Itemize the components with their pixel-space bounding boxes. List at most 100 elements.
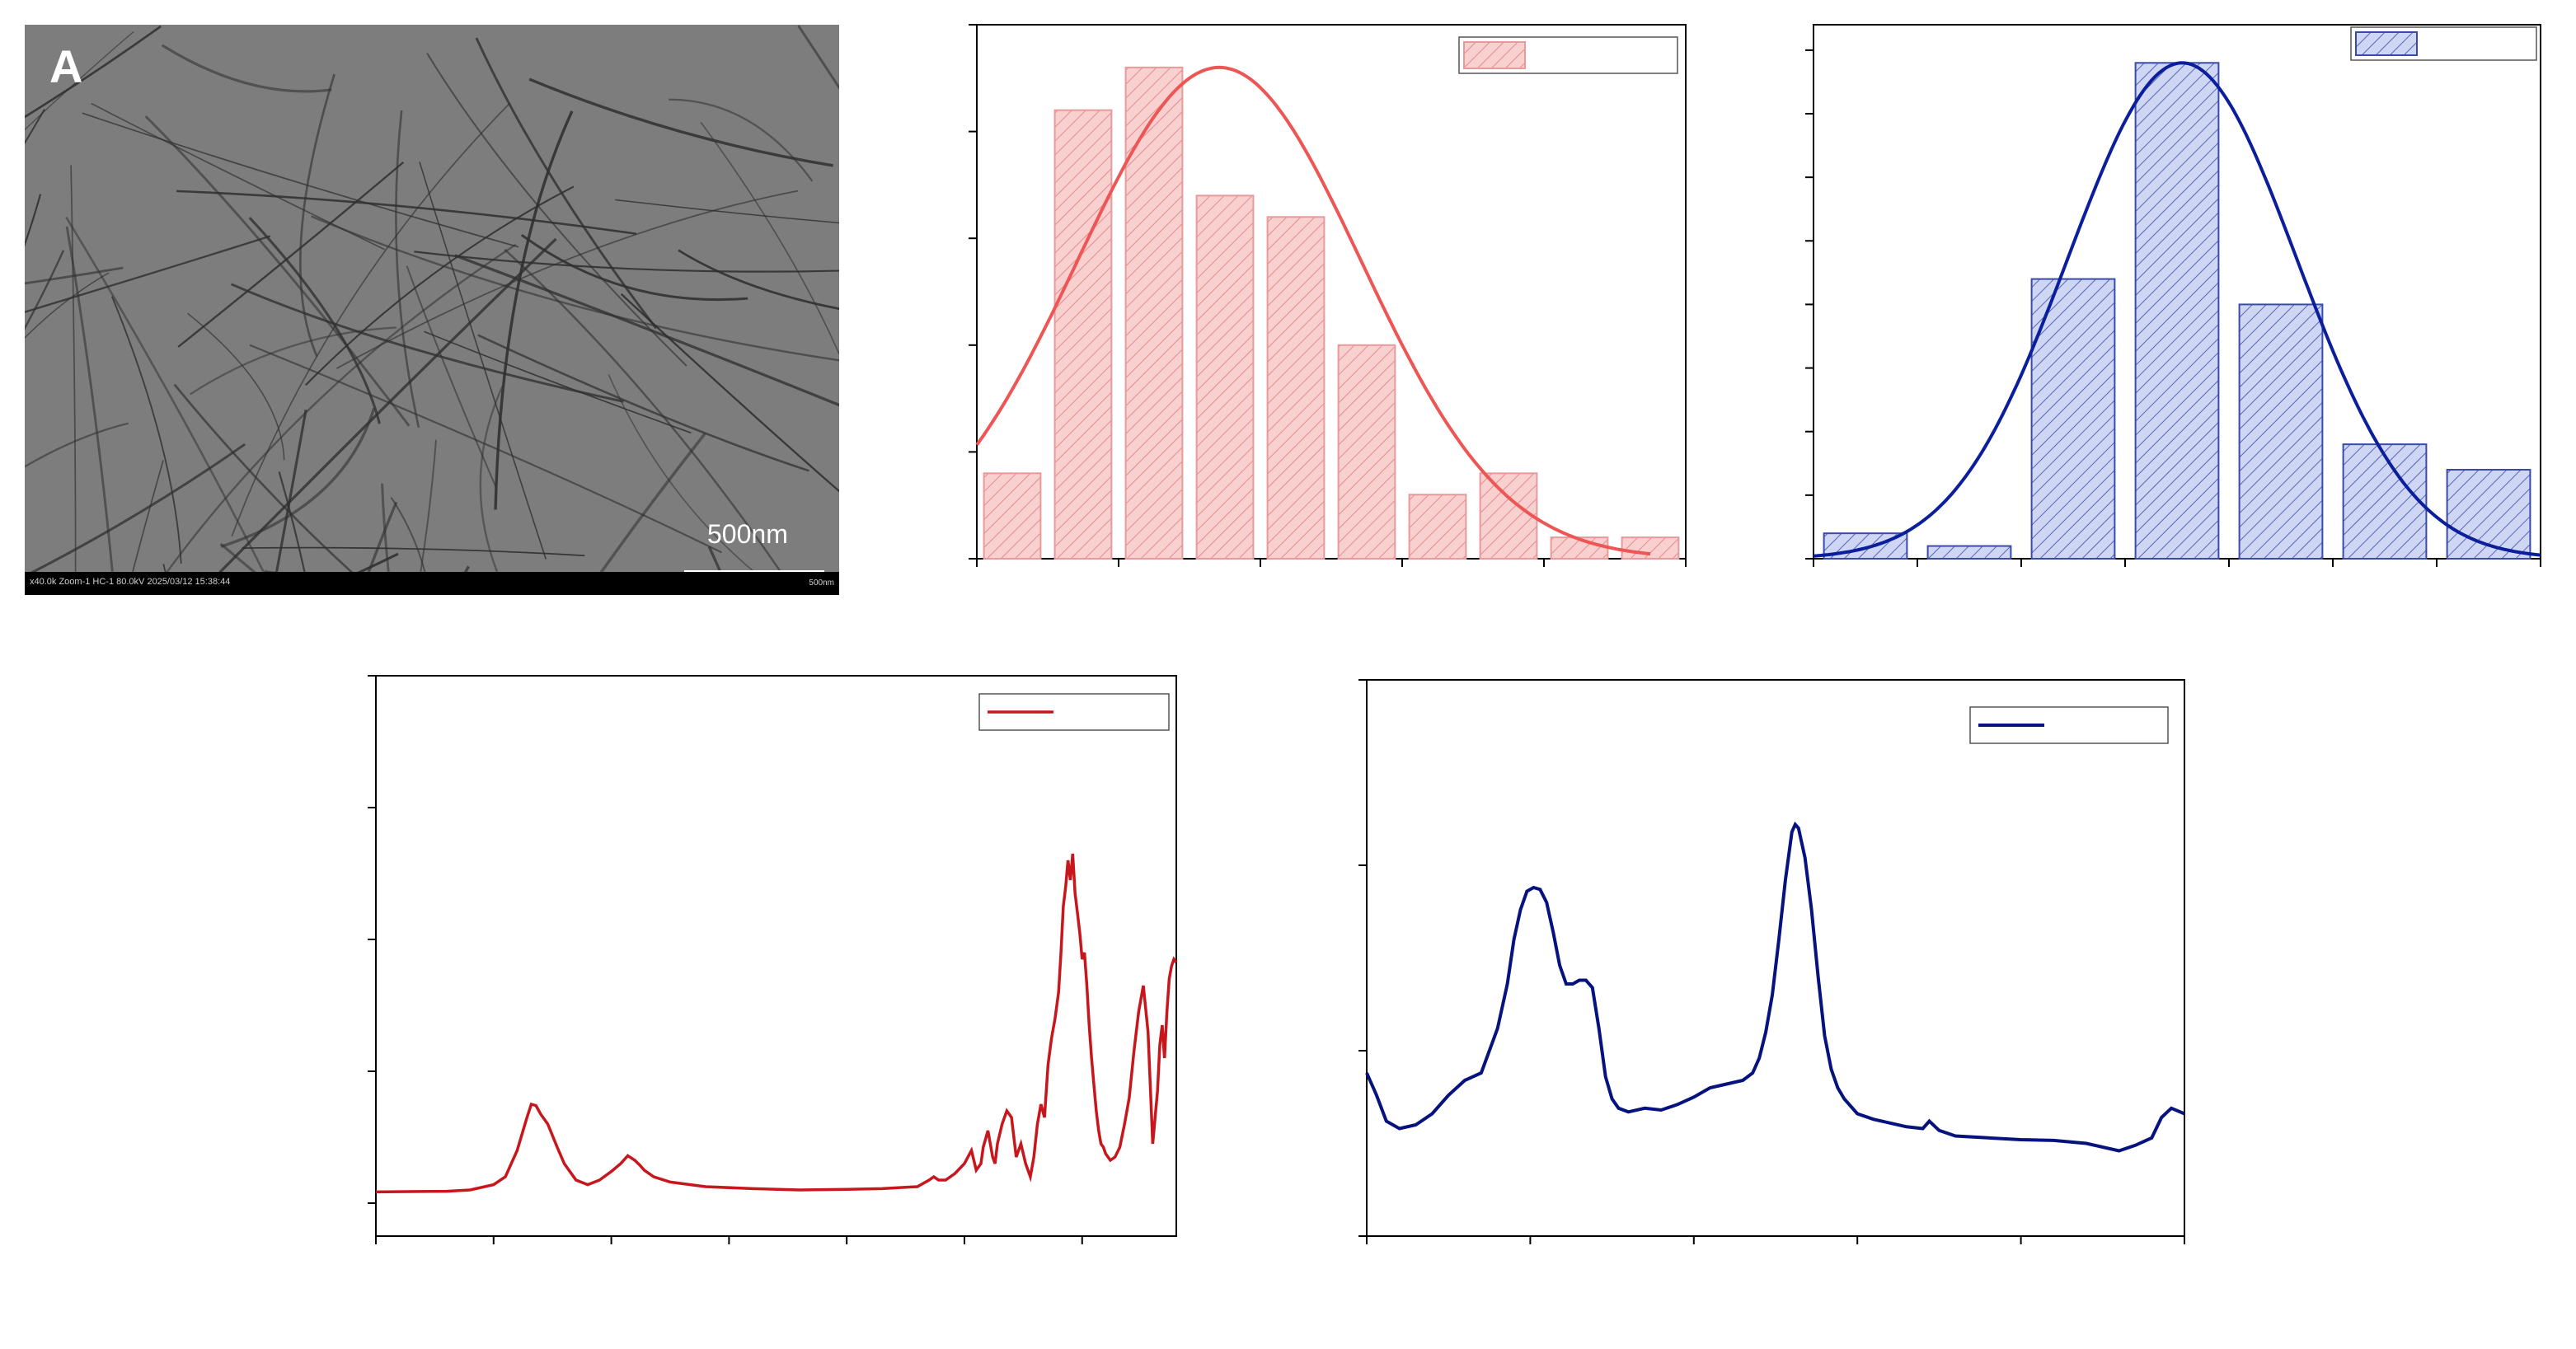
chart-d-ftir-spectrum <box>368 675 1178 1244</box>
histogram-bar <box>1053 109 1113 560</box>
gaussian-fit-curve <box>975 65 1651 556</box>
microscope-info-text: x40.0k Zoom-1 HC-1 80.0kV 2025/03/12 15:… <box>30 577 231 587</box>
nanofiber <box>274 410 307 572</box>
histogram-bar <box>1621 536 1680 560</box>
fiber-network <box>25 25 839 572</box>
nanofiber <box>218 237 557 572</box>
nanofiber <box>367 501 398 572</box>
nanofiber <box>65 216 265 572</box>
chart-b-length-histogram <box>969 24 1687 567</box>
nanofiber <box>608 374 756 572</box>
nanofiber <box>479 386 504 572</box>
nanofiber <box>620 293 839 493</box>
histogram-bar <box>1337 344 1396 560</box>
histogram-bar <box>2030 278 2116 560</box>
histogram-bar <box>1479 472 1538 560</box>
nanofiber <box>231 102 511 536</box>
nanofiber <box>669 98 814 182</box>
panel-letter-a: A <box>49 40 83 92</box>
nanofiber <box>65 226 114 572</box>
nanofiber <box>520 233 748 302</box>
nanofiber <box>678 249 839 311</box>
nanofiber <box>82 112 519 248</box>
nanofiber <box>414 251 839 273</box>
nanofiber <box>426 53 687 367</box>
legend <box>2350 26 2537 61</box>
nanofiber <box>176 190 637 236</box>
chart-c-width-histogram <box>1805 24 2541 567</box>
nanofiber <box>700 121 839 356</box>
nanofiber <box>278 471 306 572</box>
nanofiber <box>70 165 77 572</box>
nanofiber <box>25 30 134 131</box>
nanofiber <box>248 217 381 424</box>
nanofiber <box>528 77 833 167</box>
plot-frame <box>375 675 1177 1237</box>
legend <box>978 693 1170 731</box>
nanofiber <box>242 546 585 557</box>
nanofiber <box>110 296 182 564</box>
histogram-bar <box>1266 216 1326 560</box>
histogram-bar <box>2342 443 2428 560</box>
plot-frame <box>1366 679 2185 1237</box>
nanofiber <box>25 250 65 330</box>
nanofiber <box>144 115 411 427</box>
nanofiber-image <box>25 25 839 572</box>
nanofiber <box>420 439 437 572</box>
nanofiber <box>25 272 110 340</box>
nanofiber <box>30 443 246 572</box>
histogram-bar <box>1408 494 1467 560</box>
nanofiber <box>599 433 706 572</box>
nanofiber <box>707 546 722 572</box>
legend <box>1458 36 1678 74</box>
legend <box>1969 706 2169 744</box>
scale-bar-label: 500nm <box>707 519 788 549</box>
nanofiber <box>336 190 799 369</box>
nanofiber <box>25 422 129 468</box>
scale-bar-small-label: 500nm <box>809 578 834 588</box>
plot-frame <box>976 24 1687 560</box>
nanofiber <box>190 326 396 396</box>
nanofiber <box>132 460 164 572</box>
histogram-bar <box>983 472 1042 560</box>
nanofiber <box>25 25 162 119</box>
nanofiber <box>25 235 271 313</box>
nanofiber <box>390 497 426 572</box>
nanofiber <box>187 312 285 461</box>
chart-e-xrd-pattern <box>1358 679 2185 1244</box>
legend-swatch <box>2355 31 2418 56</box>
nanofiber <box>25 194 42 247</box>
nanofiber <box>406 265 497 488</box>
nanofiber <box>424 330 692 434</box>
nanofiber <box>161 44 332 93</box>
microscope-info-bar: x40.0k Zoom-1 HC-1 80.0kV 2025/03/12 15:… <box>25 572 839 595</box>
histogram-bar <box>2238 303 2324 560</box>
nanofiber <box>311 215 839 362</box>
nanofiber <box>494 110 574 510</box>
nanofiber <box>177 161 405 348</box>
nanofiber <box>419 162 547 560</box>
tem-micrograph-panel-a: A 500nm x40.0k Zoom-1 HC-1 80.0kV 2025/0… <box>25 25 839 595</box>
series-line <box>1365 821 2185 1153</box>
series-line <box>375 853 1178 1194</box>
nanofiber <box>220 407 376 548</box>
histogram-bar <box>1926 545 2012 560</box>
nanofiber <box>797 25 839 90</box>
nanofiber <box>305 185 575 386</box>
legend-swatch <box>1463 41 1526 69</box>
histogram-bar <box>1195 194 1255 560</box>
histogram-bar <box>2134 62 2220 560</box>
nanofiber <box>298 73 335 358</box>
nanofiber <box>91 102 385 251</box>
nanofiber <box>173 383 354 572</box>
gaussian-fit-curve <box>1813 61 2541 558</box>
nanofiber <box>25 266 124 285</box>
nanofiber <box>477 334 809 472</box>
nanofiber <box>249 344 722 554</box>
histogram-bar <box>1124 66 1184 560</box>
nanofiber <box>454 254 839 407</box>
nanofiber <box>395 110 420 429</box>
nanofiber <box>230 283 624 403</box>
nanofiber <box>615 199 839 224</box>
